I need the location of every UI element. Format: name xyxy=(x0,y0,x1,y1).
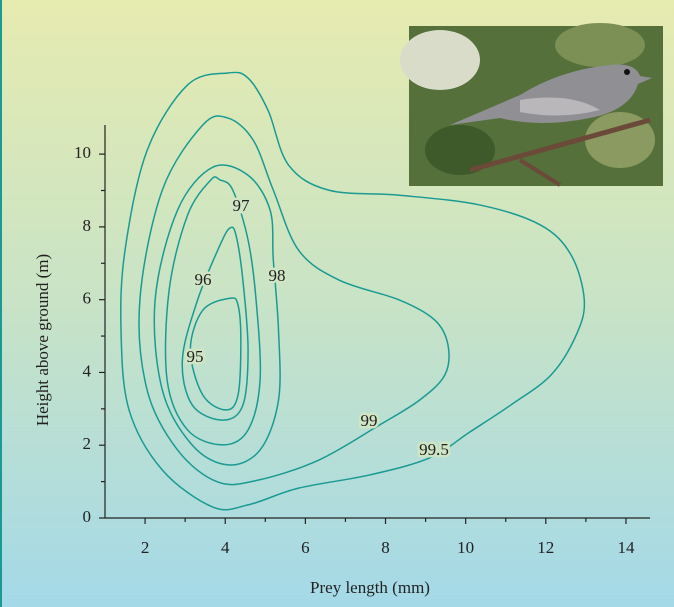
x-axis-label: Prey length (mm) xyxy=(310,578,430,597)
x-tick-label: 2 xyxy=(141,538,150,557)
x-tick-label: 4 xyxy=(221,538,230,557)
x-tick-label: 14 xyxy=(617,538,635,557)
contour-label: 99 xyxy=(361,411,378,430)
photo xyxy=(400,23,663,186)
y-tick-label: 8 xyxy=(83,216,92,235)
y-tick-label: 10 xyxy=(74,143,91,162)
y-tick-label: 2 xyxy=(83,434,92,453)
contour-label: 96 xyxy=(195,270,212,289)
chart: Prey length (mm) Height above ground (m)… xyxy=(0,0,674,607)
x-tick-label: 12 xyxy=(537,538,554,557)
x-tick-label: 8 xyxy=(381,538,390,557)
x-tick-label: 10 xyxy=(457,538,474,557)
y-tick-label: 6 xyxy=(83,289,92,308)
contour-label: 97 xyxy=(233,196,251,215)
y-tick-label: 4 xyxy=(83,361,92,380)
x-tick-label: 6 xyxy=(301,538,310,557)
contour-label: 99.5 xyxy=(419,440,449,459)
contour-label: 98 xyxy=(269,266,286,285)
y-tick-label: 0 xyxy=(83,507,92,526)
y-axis-label: Height above ground (m) xyxy=(33,254,52,426)
contour-label: 95 xyxy=(187,347,204,366)
